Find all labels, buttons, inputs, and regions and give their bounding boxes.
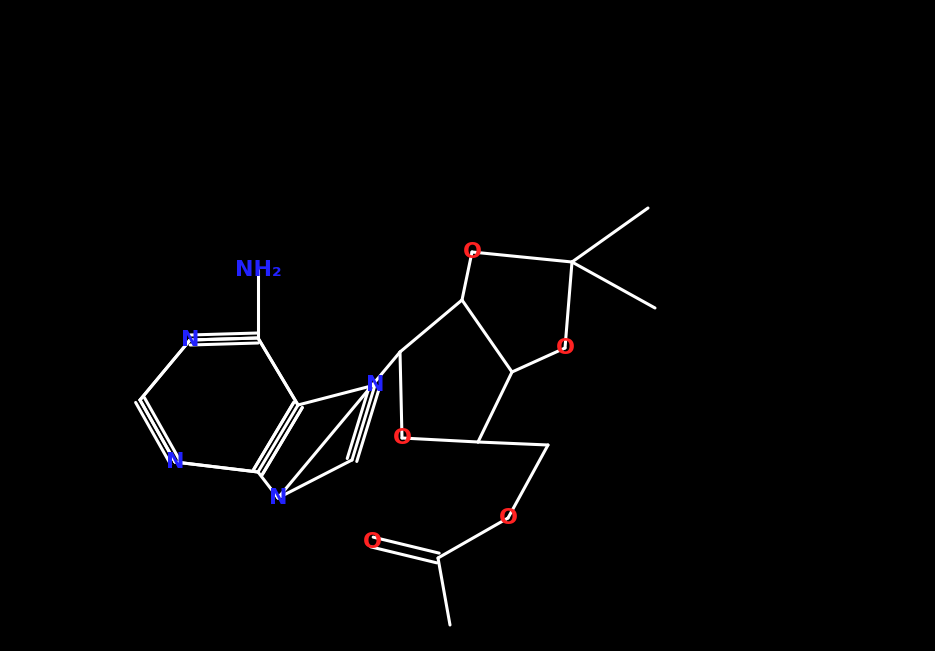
Text: O: O	[393, 428, 411, 448]
Text: N: N	[180, 330, 199, 350]
Text: O: O	[498, 508, 517, 528]
Text: N: N	[366, 375, 384, 395]
Text: N: N	[165, 452, 184, 472]
Text: O: O	[555, 338, 574, 358]
Text: N: N	[268, 488, 287, 508]
Text: O: O	[463, 242, 482, 262]
Text: NH₂: NH₂	[235, 260, 281, 280]
Text: O: O	[363, 532, 381, 552]
